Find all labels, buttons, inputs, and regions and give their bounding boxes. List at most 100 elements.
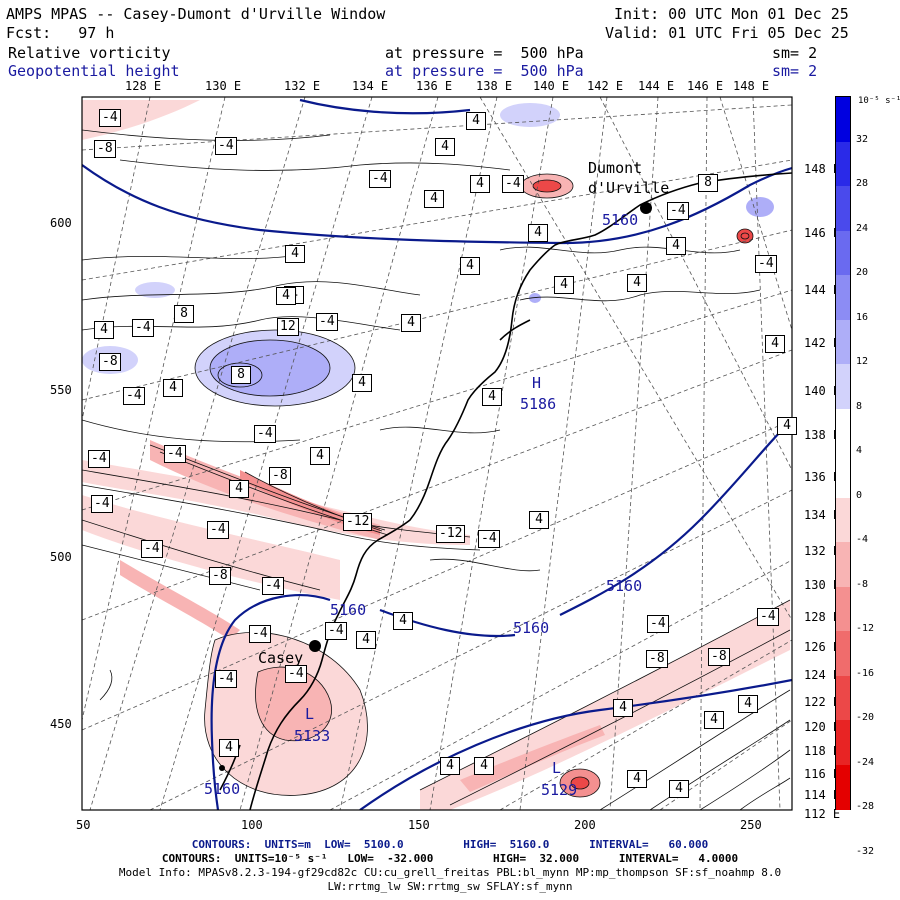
x-axis-label: 50	[76, 818, 91, 832]
vorticity-contour	[699, 749, 791, 810]
vorticity-contour	[419, 599, 791, 791]
vorticity-contour-label: 4	[777, 417, 797, 435]
height-contour-label: 5160	[606, 577, 643, 595]
vorticity-contour-label: 4	[440, 757, 460, 775]
vorticity-negative-band	[120, 560, 240, 640]
colorbar-swatch	[836, 675, 850, 721]
field2-name: Geopotential height	[8, 62, 180, 80]
vorticity-contour	[499, 246, 741, 254]
vorticity-contour-label: -4	[215, 670, 237, 688]
colorbar-swatch	[836, 764, 850, 810]
colorbar-swatch	[836, 497, 850, 543]
coastline-path	[249, 172, 792, 810]
colorbar-swatch	[836, 319, 850, 365]
vorticity-contour-label: 4	[356, 631, 376, 649]
colorbar-tick-label: 20	[856, 267, 869, 278]
vorticity-contour	[532, 179, 562, 193]
vorticity-contour	[82, 469, 471, 538]
colorbar-swatch	[836, 631, 850, 676]
vorticity-contour-label: -4	[88, 450, 110, 468]
valid-time: Valid: 01 UTC Fri 05 Dec 25	[605, 24, 849, 42]
vorticity-contour-label: 4	[424, 190, 444, 208]
plot-frame	[81, 96, 793, 811]
vorticity-contour	[209, 339, 331, 397]
vorticity-contour-label: 4	[529, 511, 549, 529]
vorticity-contour	[429, 558, 541, 572]
vorticity-contour	[194, 329, 356, 407]
colorbar-swatch	[836, 141, 850, 187]
vorticity-contour	[559, 768, 601, 798]
station-marker	[219, 765, 225, 771]
colorbar-tick-label: 16	[856, 311, 869, 323]
colorbar-swatch	[836, 453, 850, 498]
vorticity-contour-label: 4	[704, 711, 724, 729]
vorticity-contour	[379, 426, 501, 434]
vorticity-contour-label: -8	[269, 467, 291, 485]
low-value-south: 5129	[541, 781, 578, 799]
vorticity-contour-label: 4	[163, 379, 183, 397]
x-axis-label: 100	[241, 818, 263, 832]
vorticity-contour-label: -8	[94, 140, 116, 158]
vorticity-contour-label: -4	[369, 170, 391, 188]
colorbar-tick-label: -20	[856, 712, 875, 723]
y-axis-label: 600	[50, 216, 72, 230]
low-mark-south: L	[552, 759, 562, 777]
top-lon-label: 144 E	[638, 79, 675, 93]
vorticity-contour-label: -4	[164, 445, 186, 463]
top-lon-label: 132 E	[284, 79, 321, 93]
colorbar-tick-label: -24	[856, 756, 875, 768]
colorbar-tick-label: -8	[856, 578, 869, 590]
lat-lon-grid	[82, 97, 792, 810]
vorticity-contour-label: 4	[310, 447, 330, 465]
vorticity-contour-label: -4	[667, 202, 689, 220]
colorbar-tick-label: 0	[856, 489, 863, 501]
x-axis-label: 250	[740, 818, 762, 832]
vorticity-contour-label: -4	[132, 319, 154, 337]
vorticity-contour	[570, 776, 590, 790]
footer-model-info: Model Info: MPASv8.2.3-194-gf29cd82c CU:…	[118, 866, 782, 879]
vorticity-contour-label: -4	[123, 387, 145, 405]
vorticity-contour	[599, 689, 791, 810]
colorbar-swatch	[836, 186, 850, 231]
height-contour-label: 5160	[602, 211, 639, 229]
low-value-casey: 5133	[294, 727, 331, 745]
vorticity-negative-core	[571, 777, 589, 789]
vorticity-contour-label: 4	[765, 335, 785, 353]
vorticity-negative-core	[533, 180, 561, 192]
vorticity-contour-label: 4	[352, 374, 372, 392]
top-lon-label: 128 E	[125, 79, 162, 93]
vorticity-contour	[82, 484, 481, 551]
vorticity-contour-label: 4	[738, 695, 758, 713]
top-lon-label: 146 E	[687, 79, 724, 93]
top-lon-label: 134 E	[352, 79, 389, 93]
vorticity-contour-label: 4	[554, 276, 574, 294]
low-mark-casey: L	[305, 705, 315, 723]
colorbar-swatch	[836, 230, 850, 276]
height-contour-label: 5160	[204, 780, 241, 798]
vorticity-contour-label: -4	[502, 175, 524, 193]
footer-vorticity-contours: CONTOURS: UNITS=10⁻⁵ s⁻¹ LOW= -32.000 HI…	[161, 852, 739, 865]
colorbar-swatch	[836, 586, 850, 632]
colorbar-tick-label: -12	[856, 623, 875, 634]
x-axis-label: 200	[574, 818, 596, 832]
top-lon-label: 142 E	[587, 79, 624, 93]
vorticity-contour	[82, 519, 321, 591]
casey-label: Casey	[258, 649, 304, 667]
vorticity-contour-label: -8	[209, 567, 231, 585]
colorbar-tick-label: 12	[856, 356, 869, 367]
vorticity-contour	[82, 254, 301, 261]
vorticity-contour-label: -12	[343, 513, 373, 531]
high-mark: H	[532, 374, 542, 392]
vorticity-contour	[739, 777, 791, 810]
casey-station-marker	[309, 640, 321, 652]
x-axis-label: 150	[408, 818, 430, 832]
vorticity-contour-label: 4	[401, 314, 421, 332]
height-contour-label: 5160	[513, 619, 550, 637]
vorticity-contour-label: -4	[647, 615, 669, 633]
plot-title: AMPS MPAS -- Casey-Dumont d'Urville Wind…	[6, 5, 386, 23]
colorbar-tick-label: 28	[856, 178, 869, 189]
vorticity-contour	[82, 129, 331, 141]
vorticity-negative-band	[420, 600, 790, 810]
vorticity-contour	[82, 544, 261, 591]
